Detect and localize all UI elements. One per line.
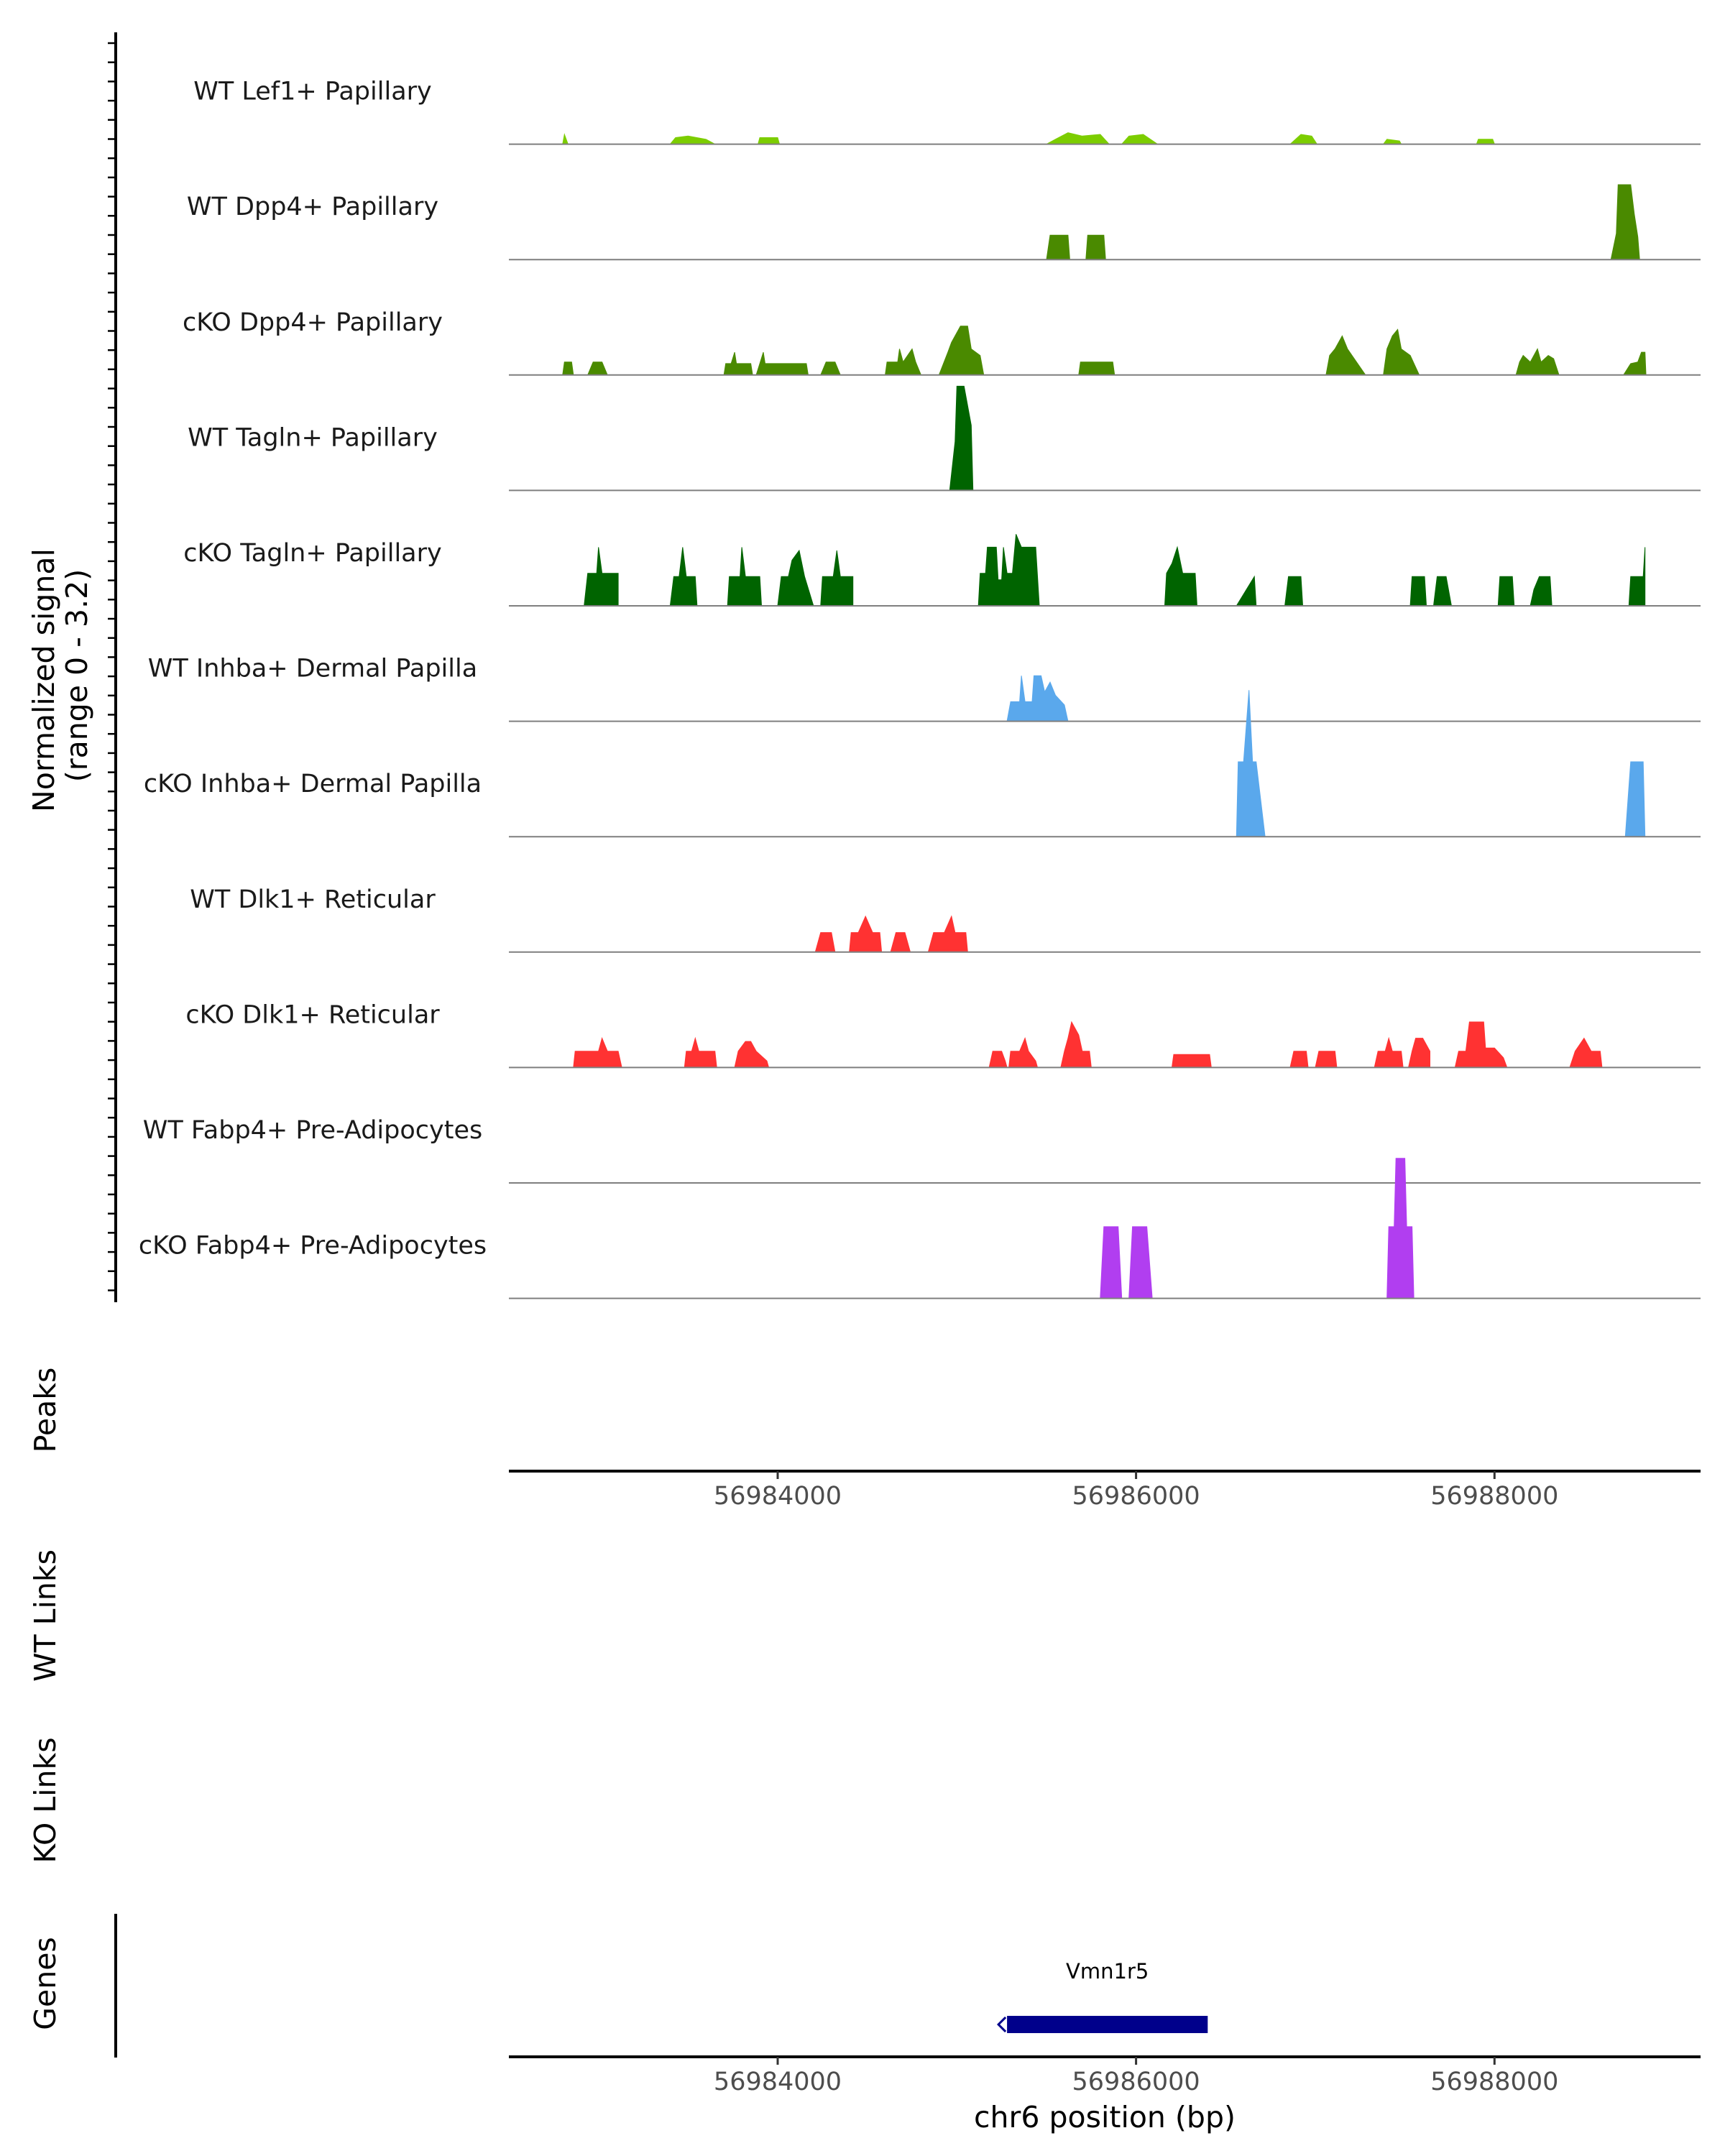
signal-area <box>1610 184 1640 260</box>
signal-area <box>723 351 753 376</box>
track: cKO Fabp4+ Pre-Adipocytes <box>139 1158 1701 1299</box>
signal-area <box>1476 139 1496 145</box>
strand-arrow <box>1185 2018 1192 2031</box>
signal-area <box>777 549 814 607</box>
track: cKO Inhba+ Dermal Papilla <box>144 690 1701 838</box>
signal-area <box>1100 1226 1123 1299</box>
strand-arrow <box>1099 2018 1105 2031</box>
strand-arrow <box>1013 2018 1019 2031</box>
signal-area <box>584 547 619 607</box>
signal-area <box>1171 1054 1212 1068</box>
signal-area <box>978 534 1040 607</box>
signal-area <box>885 348 922 376</box>
signal-axis-label: Normalized signal (range 0 - 3.2) <box>27 539 94 812</box>
signal-area <box>1315 1051 1338 1068</box>
track-label: cKO Dpp4+ Papillary <box>183 308 443 337</box>
signal-area <box>1046 234 1070 260</box>
signal-area <box>727 547 763 607</box>
strand-arrow <box>1041 2018 1048 2031</box>
strand-arrow <box>1156 2018 1163 2031</box>
track-label: cKO Inhba+ Dermal Papilla <box>144 770 482 798</box>
signal-area <box>1515 348 1560 376</box>
signal-area <box>1374 1036 1404 1068</box>
strand-arrow <box>1070 2018 1077 2031</box>
genes-x-axis-ticks: 56984000 56986000 56988000 <box>714 2057 1558 2096</box>
signal-area <box>1409 576 1427 607</box>
track-label: cKO Dlk1+ Reticular <box>185 1000 440 1029</box>
signal-area <box>757 137 781 145</box>
x-tick-label: 56984000 <box>714 1482 842 1511</box>
x-tick-label: 56988000 <box>1430 1482 1558 1511</box>
signal-area <box>849 915 883 953</box>
signal-area <box>1085 234 1106 260</box>
signal-area <box>734 1041 770 1068</box>
track: WT Lef1+ Papillary <box>193 78 1701 145</box>
signal-area <box>1006 675 1069 722</box>
signal-area <box>1454 1021 1508 1068</box>
signal-area <box>1289 1051 1309 1068</box>
ko-links-label: KO Links <box>28 1737 63 1863</box>
x-tick-label: 56984000 <box>714 2068 842 2096</box>
peaks-label: Peaks <box>28 1368 63 1453</box>
track-label: WT Lef1+ Papillary <box>193 78 432 106</box>
signal-area <box>1386 1158 1414 1299</box>
x-tick-label: 56986000 <box>1072 2068 1200 2096</box>
signal-area <box>573 1037 622 1068</box>
signal-area <box>1497 576 1515 607</box>
track: WT Dlk1+ Reticular <box>190 885 1701 953</box>
signal-area <box>820 550 854 607</box>
track: WT Fabp4+ Pre-Adipocytes <box>143 1116 1701 1184</box>
track-label: WT Fabp4+ Pre-Adipocytes <box>143 1116 482 1145</box>
x-tick-label: 56986000 <box>1072 1482 1200 1511</box>
track: WT Dpp4+ Papillary <box>187 184 1701 261</box>
track: cKO Tagln+ Papillary <box>183 534 1701 607</box>
signal-axis-ticks <box>108 42 116 1291</box>
signal-area <box>1236 690 1266 837</box>
strand-arrow <box>996 2016 1007 2033</box>
x-axis-label: chr6 position (bp) <box>974 2100 1236 2134</box>
signal-area <box>669 547 698 607</box>
track: cKO Dpp4+ Papillary <box>183 308 1701 376</box>
gene-body <box>1007 2016 1208 2033</box>
signal-area <box>927 915 968 953</box>
signal-tracks: WT Lef1+ Papillary WT Dpp4+ Papillary cKO … <box>139 78 1701 1299</box>
signal-area <box>1060 1021 1092 1068</box>
wt-links-label: WT Links <box>28 1549 63 1682</box>
signal-area <box>1078 361 1116 376</box>
track-label: WT Dpp4+ Papillary <box>187 193 438 221</box>
signal-axis-label-line2: (range 0 - 3.2) <box>60 569 94 782</box>
signal-area <box>1383 328 1420 376</box>
signal-area <box>684 1036 717 1068</box>
strand-arrow <box>1128 2018 1134 2031</box>
gene-annotations: Vmn1r5 <box>996 1959 1208 2033</box>
track: WT Tagln+ Papillary <box>188 385 1701 492</box>
track-label: WT Tagln+ Papillary <box>188 423 438 452</box>
gene-label: Vmn1r5 <box>1066 1959 1149 1984</box>
track: cKO Dlk1+ Reticular <box>185 1000 1701 1069</box>
track: WT Inhba+ Dermal Papilla <box>148 655 1701 722</box>
peaks-x-axis-ticks: 56984000 56986000 56988000 <box>714 1471 1558 1511</box>
track-label: WT Inhba+ Dermal Papilla <box>148 655 477 683</box>
signal-area <box>938 326 985 376</box>
track-label: WT Dlk1+ Reticular <box>190 885 436 914</box>
track-label: cKO Tagln+ Papillary <box>183 539 442 568</box>
genes-label: Genes <box>28 1937 63 2030</box>
signal-area <box>1008 1037 1039 1068</box>
signal-axis-label-line1: Normalized signal <box>27 548 61 812</box>
track-label: cKO Fabp4+ Pre-Adipocytes <box>139 1232 487 1261</box>
signal-area <box>1164 545 1197 607</box>
signal-area <box>562 361 574 376</box>
x-tick-label: 56988000 <box>1430 2068 1558 2096</box>
